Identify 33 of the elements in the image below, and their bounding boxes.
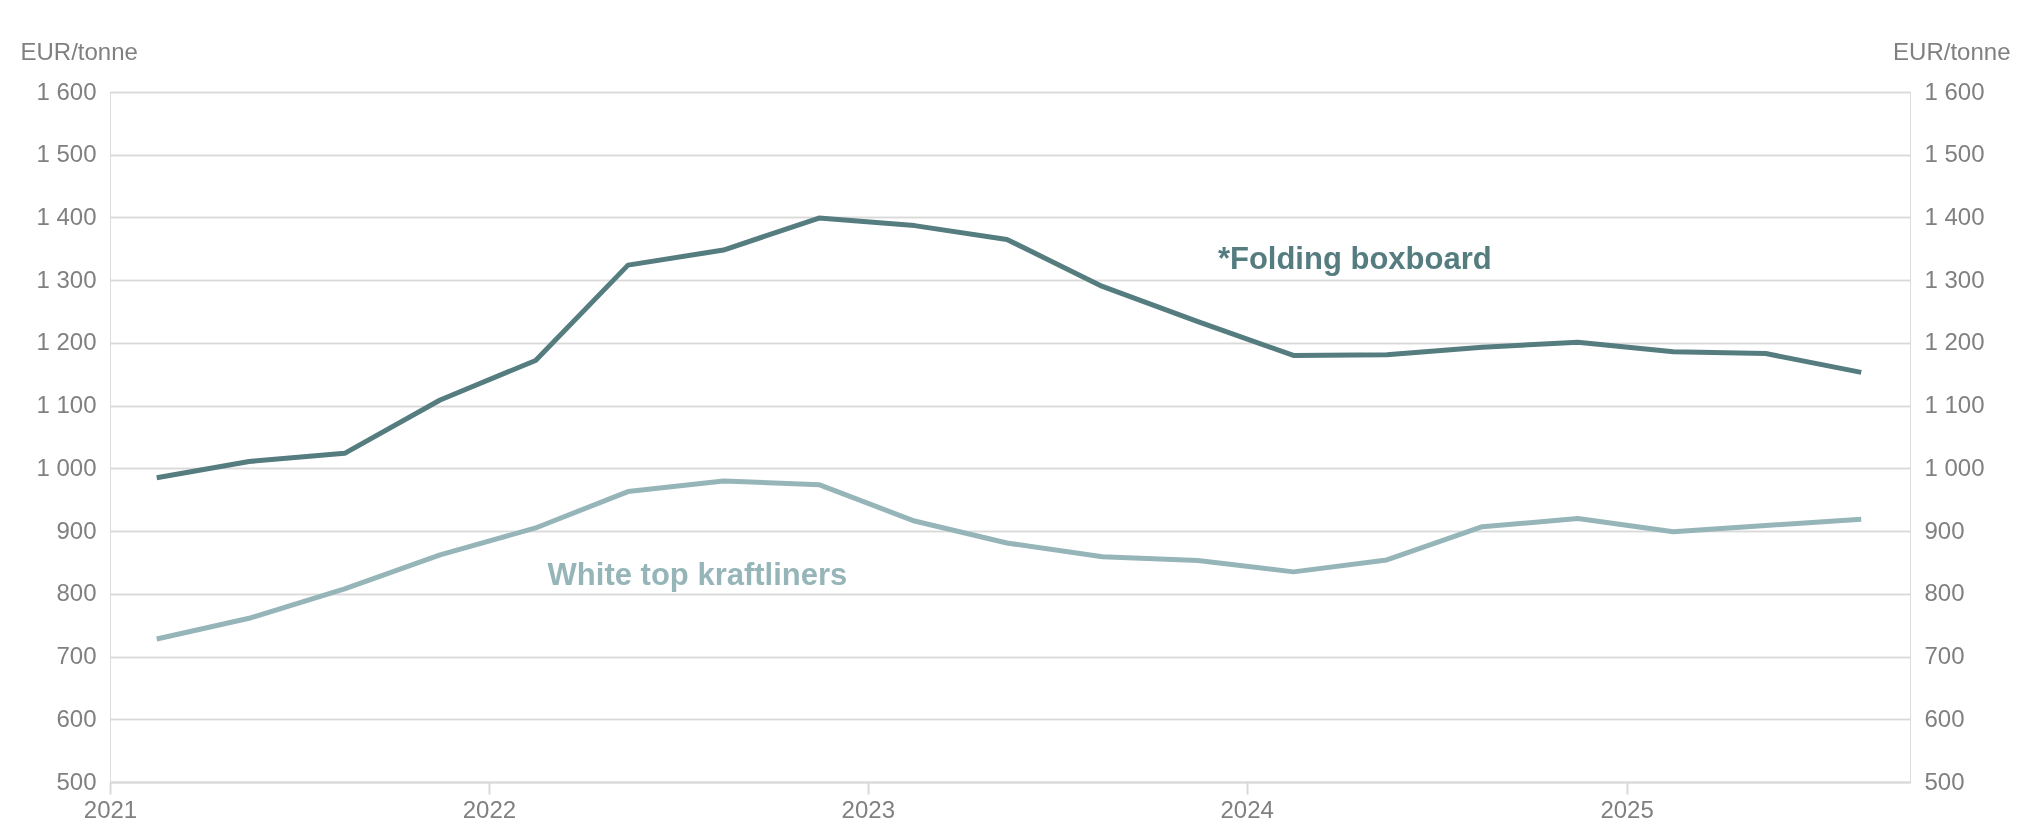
y2-tick-label: 1 100 bbox=[1924, 391, 1985, 419]
y2-tick-label: 600 bbox=[1924, 704, 1965, 732]
y2-axis-title: EUR/tonne bbox=[1893, 37, 2011, 65]
y2-tick-label: 1 600 bbox=[1924, 77, 1985, 105]
y2-tick-label: 1 300 bbox=[1924, 265, 1985, 293]
y2-tick-label: 700 bbox=[1924, 642, 1965, 670]
series-label: White top kraftliners bbox=[547, 556, 848, 592]
x-tick-label: 2021 bbox=[83, 795, 138, 823]
y-tick-label: 700 bbox=[56, 642, 97, 670]
y-tick-label: 1 200 bbox=[36, 328, 97, 356]
y-tick-label: 1 600 bbox=[36, 77, 97, 105]
y2-tick-label: 800 bbox=[1924, 579, 1965, 607]
y2-tick-label: 1 200 bbox=[1924, 328, 1985, 356]
y-tick-label: 900 bbox=[56, 516, 97, 544]
y-tick-label: 1 500 bbox=[36, 140, 97, 168]
y-axis-title: EUR/tonne bbox=[20, 37, 138, 65]
x-tick-label: 2022 bbox=[462, 795, 517, 823]
x-tick-label: 2023 bbox=[841, 795, 895, 823]
y-tick-label: 800 bbox=[56, 579, 97, 607]
y2-tick-label: 1 500 bbox=[1924, 140, 1985, 168]
y-tick-label: 1 400 bbox=[36, 202, 97, 230]
y2-tick-label: 1 000 bbox=[1924, 453, 1985, 481]
y-tick-label: 1 300 bbox=[36, 265, 97, 293]
y2-tick-label: 500 bbox=[1924, 767, 1965, 795]
x-tick-label: 2024 bbox=[1220, 795, 1274, 823]
y-tick-label: 1 100 bbox=[36, 391, 97, 419]
y2-tick-label: 900 bbox=[1924, 516, 1965, 544]
y-tick-label: 600 bbox=[56, 704, 97, 732]
x-tick-label: 2025 bbox=[1600, 795, 1654, 823]
y-tick-label: 500 bbox=[56, 767, 97, 795]
y2-tick-label: 1 400 bbox=[1924, 202, 1985, 230]
y-tick-label: 1 000 bbox=[36, 453, 97, 481]
series-label: *Folding boxboard bbox=[1217, 240, 1492, 276]
